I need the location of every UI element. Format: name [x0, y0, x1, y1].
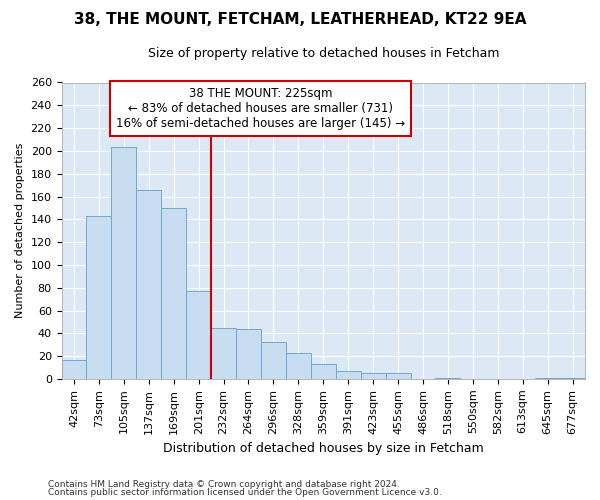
- Text: Contains HM Land Registry data © Crown copyright and database right 2024.: Contains HM Land Registry data © Crown c…: [48, 480, 400, 489]
- Bar: [112, 148, 136, 379]
- Bar: [361, 373, 386, 379]
- Title: Size of property relative to detached houses in Fetcham: Size of property relative to detached ho…: [148, 48, 499, 60]
- Bar: [211, 328, 236, 379]
- Bar: [86, 216, 112, 379]
- Bar: [386, 373, 410, 379]
- Bar: [136, 190, 161, 379]
- Bar: [436, 378, 460, 379]
- Bar: [336, 371, 361, 379]
- Y-axis label: Number of detached properties: Number of detached properties: [15, 143, 25, 318]
- Bar: [161, 208, 186, 379]
- Text: Contains public sector information licensed under the Open Government Licence v3: Contains public sector information licen…: [48, 488, 442, 497]
- Bar: [261, 342, 286, 379]
- Bar: [286, 352, 311, 379]
- Bar: [62, 360, 86, 379]
- Bar: [186, 291, 211, 379]
- Bar: [560, 378, 585, 379]
- Text: 38 THE MOUNT: 225sqm
← 83% of detached houses are smaller (731)
16% of semi-deta: 38 THE MOUNT: 225sqm ← 83% of detached h…: [116, 87, 405, 130]
- Text: 38, THE MOUNT, FETCHAM, LEATHERHEAD, KT22 9EA: 38, THE MOUNT, FETCHAM, LEATHERHEAD, KT2…: [74, 12, 526, 28]
- Bar: [535, 378, 560, 379]
- X-axis label: Distribution of detached houses by size in Fetcham: Distribution of detached houses by size …: [163, 442, 484, 455]
- Bar: [311, 364, 336, 379]
- Bar: [236, 329, 261, 379]
